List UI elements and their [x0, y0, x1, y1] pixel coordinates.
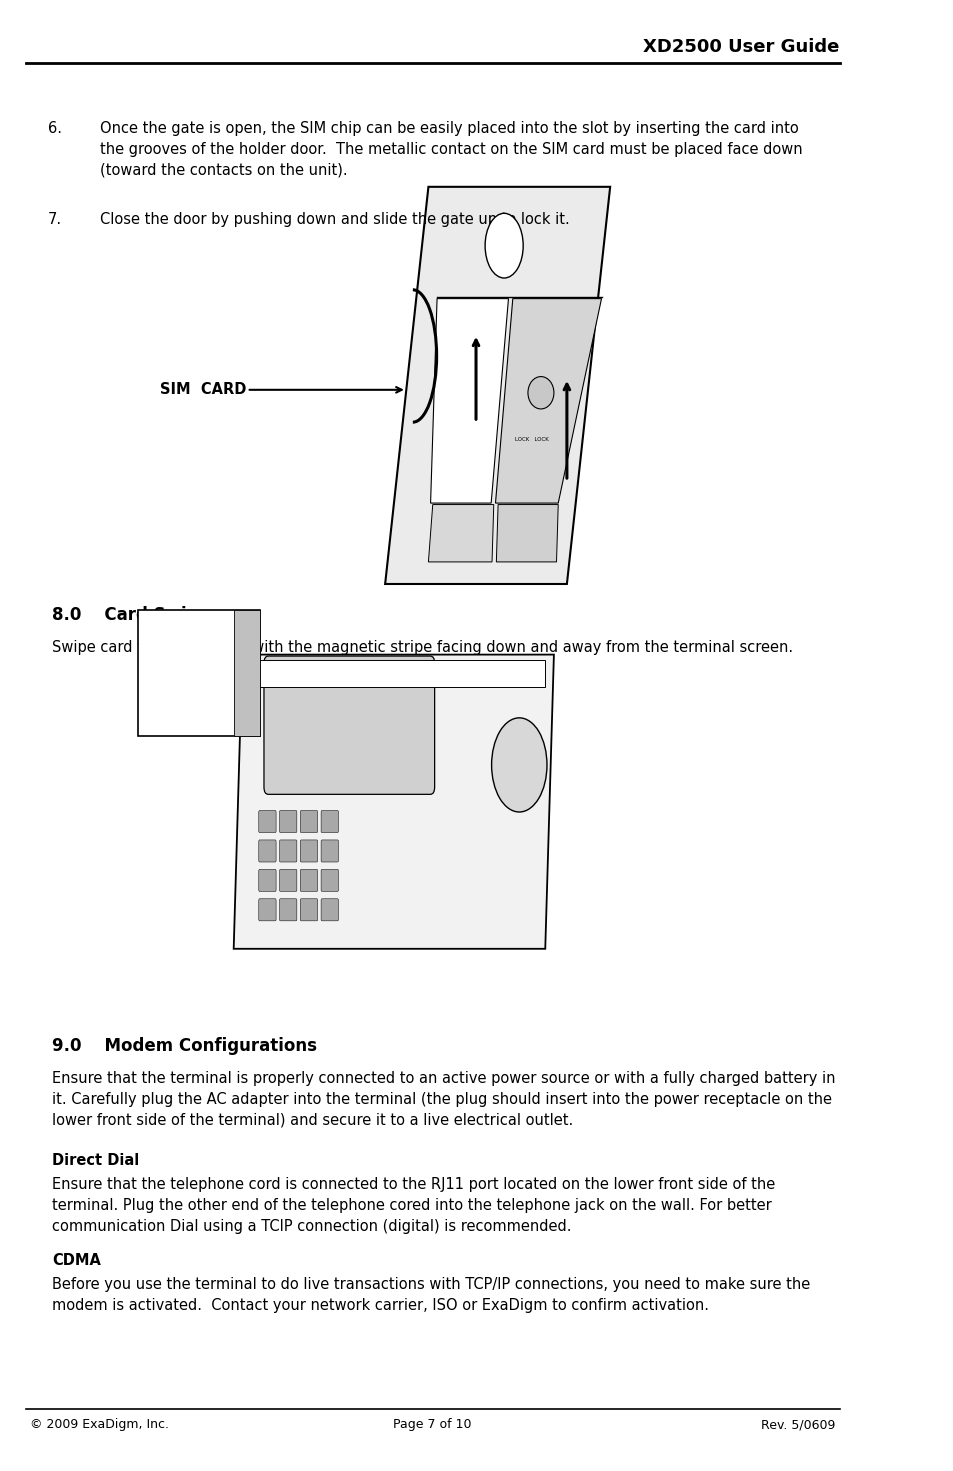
Text: LOCK   LOCK: LOCK LOCK [515, 437, 549, 441]
Text: Ensure that the terminal is properly connected to an active power source or with: Ensure that the terminal is properly con… [51, 1071, 835, 1128]
FancyBboxPatch shape [300, 899, 317, 921]
FancyBboxPatch shape [258, 869, 275, 891]
Bar [233, 610, 259, 736]
Text: 6.: 6. [48, 121, 62, 135]
FancyBboxPatch shape [321, 869, 338, 891]
Text: SIM  CARD: SIM CARD [160, 382, 246, 397]
FancyBboxPatch shape [321, 840, 338, 862]
Text: Once the gate is open, the SIM chip can be easily placed into the slot by insert: Once the gate is open, the SIM chip can … [99, 121, 801, 178]
Circle shape [484, 213, 522, 278]
FancyBboxPatch shape [300, 811, 317, 833]
FancyBboxPatch shape [279, 840, 296, 862]
Text: Swipe card through reader with the magnetic stripe facing down and away from the: Swipe card through reader with the magne… [51, 640, 792, 655]
Bar [138, 610, 259, 736]
Polygon shape [428, 505, 494, 562]
Text: Before you use the terminal to do live transactions with TCP/IP connections, you: Before you use the terminal to do live t… [51, 1277, 809, 1312]
Text: XD2500 User Guide: XD2500 User Guide [642, 38, 839, 56]
Text: 7.: 7. [48, 212, 62, 227]
Text: Ensure that the telephone cord is connected to the RJ11 port located on the lowe: Ensure that the telephone cord is connec… [51, 1177, 775, 1234]
Text: Direct Dial: Direct Dial [51, 1153, 139, 1168]
Circle shape [491, 718, 546, 812]
Polygon shape [496, 505, 558, 562]
Text: 8.0    Card Swipe: 8.0 Card Swipe [51, 606, 210, 624]
FancyBboxPatch shape [279, 811, 296, 833]
FancyBboxPatch shape [258, 899, 275, 921]
Text: Close the door by pushing down and slide the gate up to lock it.: Close the door by pushing down and slide… [99, 212, 569, 227]
FancyBboxPatch shape [264, 656, 435, 794]
FancyBboxPatch shape [279, 869, 296, 891]
Bar [251, 660, 545, 687]
Text: 9.0    Modem Configurations: 9.0 Modem Configurations [51, 1037, 316, 1055]
FancyBboxPatch shape [258, 840, 275, 862]
Ellipse shape [527, 377, 554, 409]
FancyBboxPatch shape [321, 899, 338, 921]
FancyBboxPatch shape [321, 811, 338, 833]
Text: CDMA: CDMA [51, 1253, 101, 1268]
Text: Rev. 5/0609: Rev. 5/0609 [760, 1418, 834, 1431]
Polygon shape [385, 187, 610, 584]
Polygon shape [430, 299, 508, 503]
FancyBboxPatch shape [279, 899, 296, 921]
Text: Page 7 of 10: Page 7 of 10 [393, 1418, 472, 1431]
FancyBboxPatch shape [300, 869, 317, 891]
Text: © 2009 ExaDigm, Inc.: © 2009 ExaDigm, Inc. [30, 1418, 169, 1431]
FancyBboxPatch shape [300, 840, 317, 862]
Polygon shape [233, 655, 554, 949]
Polygon shape [495, 299, 601, 503]
FancyBboxPatch shape [258, 811, 275, 833]
